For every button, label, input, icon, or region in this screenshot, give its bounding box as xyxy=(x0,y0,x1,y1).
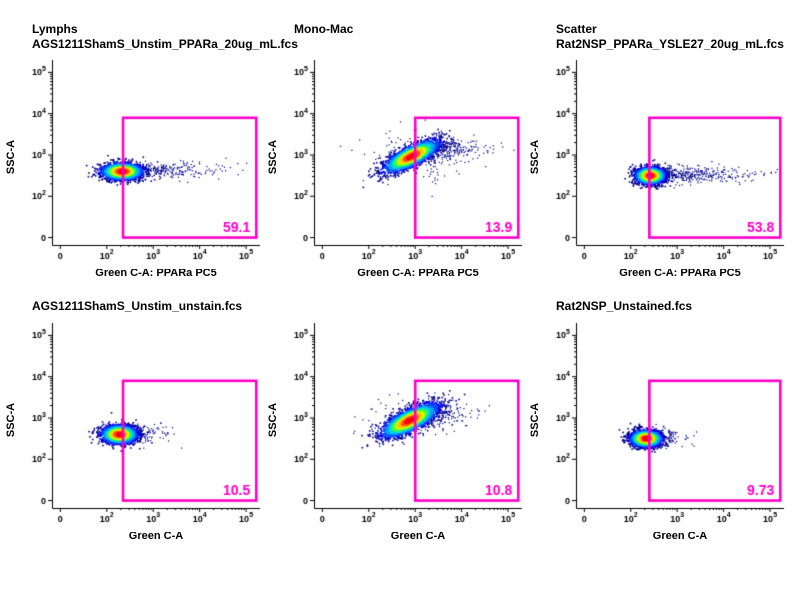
flow-scatter-canvas xyxy=(18,317,268,532)
plot-title: Scatter xyxy=(556,22,597,36)
flow-scatter-canvas xyxy=(18,54,268,269)
flow-scatter-canvas xyxy=(280,317,530,532)
plot-panel-unstain-1: AGS1211ShamS_Unstim_unstain.fcs SSC-A Gr… xyxy=(5,293,268,542)
plot-panel-mono-mac: Mono-Mac SSC-A Green C-A: PPARa PC5 xyxy=(267,16,530,279)
plot-area: SSC-A xyxy=(529,54,792,269)
x-axis-label: Green C-A xyxy=(128,530,184,542)
plot-title-filename: AGS1211ShamS_Unstim_unstain.fcs xyxy=(32,299,243,313)
plot-area: SSC-A xyxy=(5,54,268,269)
plot-subtitle-filename: Rat2NSP_PPARa_YSLE27_20ug_mL.fcs xyxy=(556,37,784,51)
plot-panel-scatter: Scatter Rat2NSP_PPARa_YSLE27_20ug_mL.fcs… xyxy=(529,16,792,279)
x-axis-label: Green C-A xyxy=(652,530,708,542)
flow-scatter-canvas xyxy=(542,317,792,532)
y-axis-label: SSC-A xyxy=(267,402,279,438)
y-axis-label: SSC-A xyxy=(267,139,279,175)
plot-panel-unstain-3: Rat2NSP_Unstained.fcs SSC-A Green C-A xyxy=(529,293,792,542)
plot-titles: Mono-Mac xyxy=(268,16,530,54)
plot-panel-unstain-2: SSC-A Green C-A xyxy=(267,293,530,542)
x-axis-label: Green C-A: PPARa PC5 xyxy=(95,267,217,279)
y-axis-label: SSC-A xyxy=(5,139,17,175)
plot-title-filename: Rat2NSP_Unstained.fcs xyxy=(556,299,693,313)
plot-title: Mono-Mac xyxy=(294,22,354,36)
plot-panel-lymphs: Lymphs AGS1211ShamS_Unstim_PPARa_20ug_mL… xyxy=(5,16,298,279)
plot-area: SSC-A xyxy=(529,317,792,532)
y-axis-label: SSC-A xyxy=(5,402,17,438)
plot-area: SSC-A xyxy=(267,317,530,532)
x-axis-label: Green C-A xyxy=(390,530,446,542)
plot-area: SSC-A xyxy=(5,317,268,532)
plot-area: SSC-A xyxy=(267,54,530,269)
x-axis-label: Green C-A: PPARa PC5 xyxy=(619,267,741,279)
flow-cytometry-figure: Lymphs AGS1211ShamS_Unstim_PPARa_20ug_mL… xyxy=(5,16,792,542)
y-axis-label: SSC-A xyxy=(529,139,541,175)
plot-subtitle-filename: AGS1211ShamS_Unstim_PPARa_20ug_mL.fcs xyxy=(32,37,298,51)
plot-titles: Lymphs AGS1211ShamS_Unstim_PPARa_20ug_mL… xyxy=(6,16,298,54)
plot-title: Lymphs xyxy=(32,22,78,36)
plot-titles: Scatter Rat2NSP_PPARa_YSLE27_20ug_mL.fcs xyxy=(530,16,792,54)
plot-titles xyxy=(268,293,530,317)
plot-titles: AGS1211ShamS_Unstim_unstain.fcs xyxy=(6,293,268,317)
flow-scatter-canvas xyxy=(542,54,792,269)
plot-titles: Rat2NSP_Unstained.fcs xyxy=(530,293,792,317)
x-axis-label: Green C-A: PPARa PC5 xyxy=(357,267,479,279)
flow-scatter-canvas xyxy=(280,54,530,269)
y-axis-label: SSC-A xyxy=(529,402,541,438)
